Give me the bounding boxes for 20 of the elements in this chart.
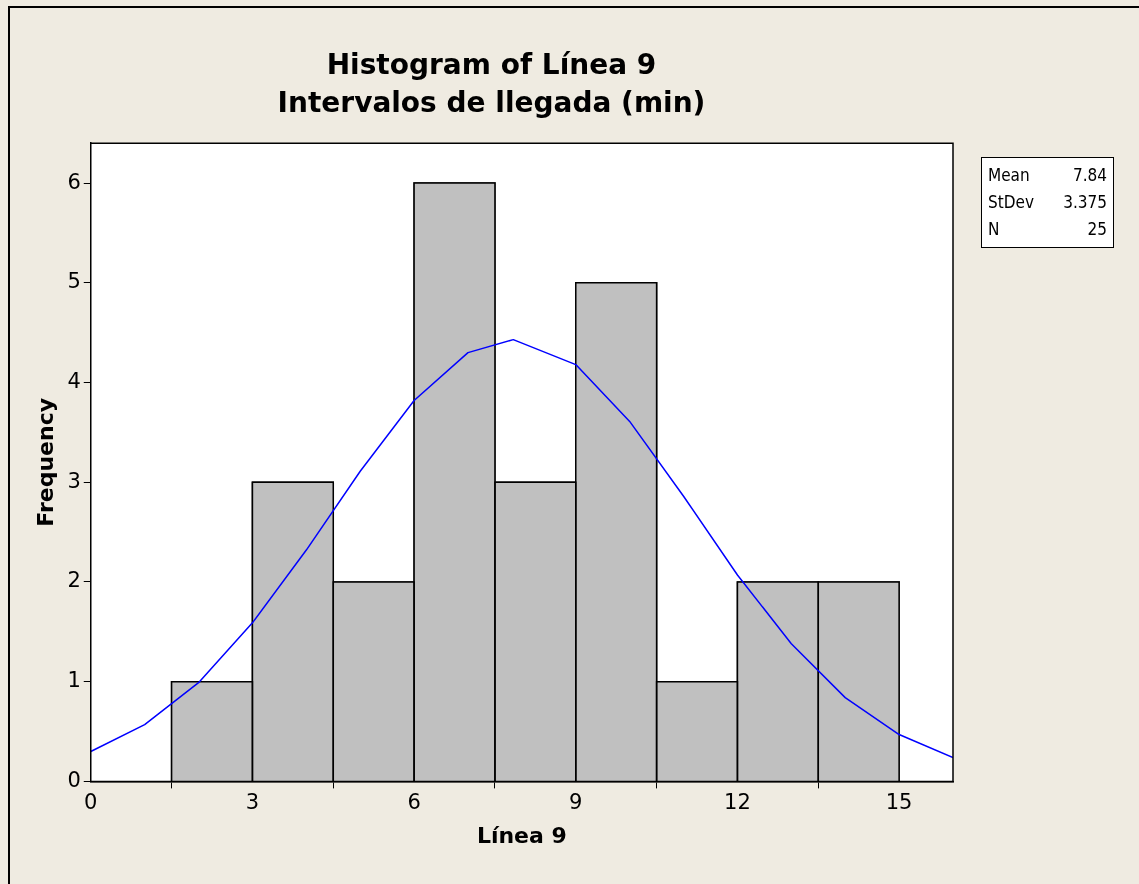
y-tick-label: 3 [67, 468, 81, 493]
x-tick-label: 6 [407, 790, 421, 815]
x-tick-label: 9 [569, 790, 583, 815]
x-tick-label: 12 [724, 790, 751, 815]
y-tick-label: 4 [67, 368, 81, 393]
x-axis-title: Línea 9 [476, 822, 567, 848]
x-tick-label: 15 [885, 790, 913, 815]
chart-subtitle: Intervalos de llegada (min) [277, 85, 706, 119]
y-tick-label: 6 [67, 169, 81, 194]
x-tick-label: 3 [245, 790, 260, 815]
y-tick-label: 2 [67, 568, 81, 593]
x-tick-label: 0 [84, 790, 98, 815]
chart-title: Histogram of Línea 9 [326, 48, 657, 82]
y-axis-title: Frequency [32, 397, 58, 527]
text: StDev 3.375 [988, 192, 1107, 212]
text: Mean 7.84 [988, 165, 1107, 185]
y-tick-label: 0 [67, 767, 81, 792]
y-tick-label: 1 [67, 668, 81, 693]
y-tick-label: 5 [67, 269, 81, 294]
text: N 25 [988, 219, 1107, 239]
